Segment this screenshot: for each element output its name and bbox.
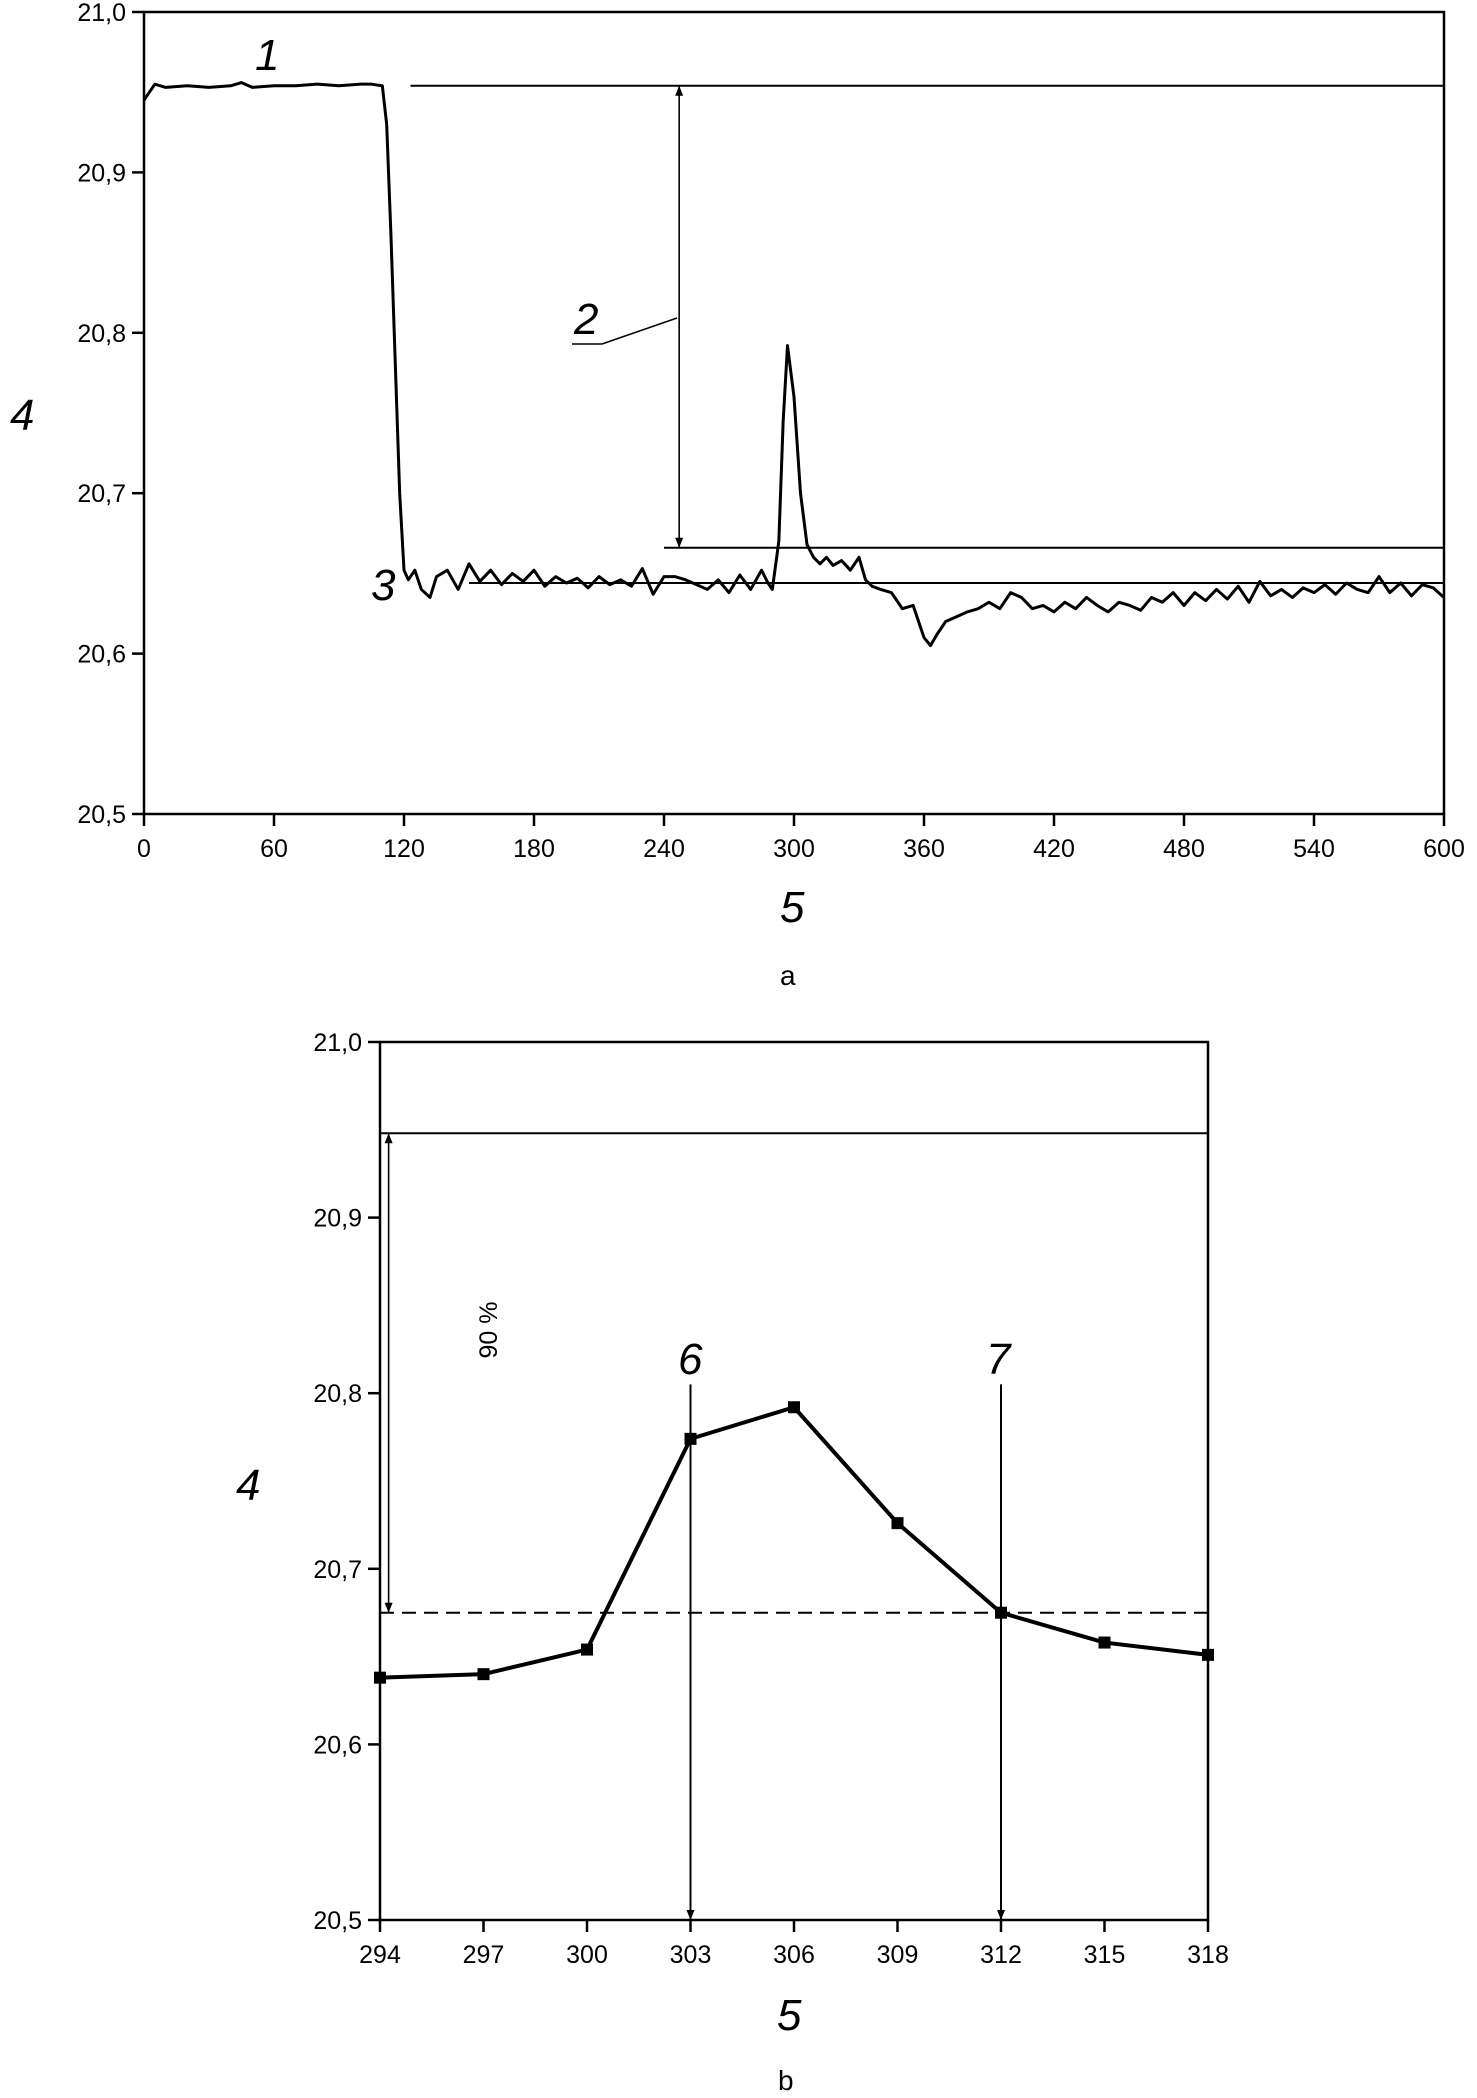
panel-a-x-tick-label: 240 — [643, 835, 685, 863]
panel-a-y-tick-label: 20,6 — [77, 641, 126, 669]
panel-b-x-tick-label: 300 — [566, 1941, 608, 1969]
panel-b-data-point — [788, 1401, 800, 1414]
panel-b-x-tick-label: 303 — [670, 1941, 712, 1969]
panel-b-arrow-label-6: 6 — [678, 1335, 703, 1384]
panel-b-x-axis-label: 5 — [777, 1991, 802, 2040]
panel-b-data-point — [477, 1668, 490, 1681]
panel-a-y-tick-label: 20,5 — [77, 801, 126, 829]
panel-a-reference-lines — [410, 84, 1444, 585]
panel-b-y-tick-label: 20,9 — [313, 1205, 362, 1233]
panel-a-caption: a — [780, 960, 796, 991]
panel-a-y-axis-label: 4 — [10, 391, 34, 440]
panel-a-x-tick-label: 60 — [260, 835, 288, 863]
panel-a-ticks: 0 60 120 180 240 300 360 420 480 540 600 20,5 20,6 20… — [77, 0, 1465, 863]
panel-b-y-tick-label: 20,7 — [313, 1556, 362, 1584]
panel-b-y-tick-label: 20,6 — [313, 1731, 362, 1759]
panel-b-series-line — [379, 1405, 1209, 1680]
panel-b-frame — [378, 1040, 1210, 1922]
panel-a-x-tick-label: 480 — [1163, 835, 1205, 863]
panel-a-annotation-1: 1 — [255, 31, 279, 80]
panel-a-x-tick-label: 420 — [1033, 835, 1075, 863]
panel-b-data-point — [995, 1606, 1007, 1619]
chart-panel-b: 294 297 300 303 306 309 312 315 318 20,5 20,6 20,7 2… — [236, 1029, 1229, 2096]
panel-b-reference-lines — [380, 1132, 1208, 1614]
panel-a-annotation-2: 2 — [573, 295, 598, 344]
panel-a-x-tick-label: 300 — [773, 835, 815, 863]
panel-a-x-tick-label: 360 — [903, 835, 945, 863]
panel-a-y-tick-label: 20,7 — [77, 480, 126, 508]
panel-b-data-point — [1098, 1636, 1111, 1649]
panel-b-x-tick-label: 315 — [1084, 1941, 1126, 1969]
panel-b-caption: b — [778, 2065, 794, 2096]
panel-a-y-tick-label: 21,0 — [77, 0, 126, 27]
panel-b-y-tick-label: 20,5 — [313, 1907, 362, 1935]
panel-b-arrow-label-7: 7 — [986, 1335, 1012, 1384]
panel-a-x-axis-label: 5 — [780, 883, 805, 932]
panel-a-y-tick-label: 20,9 — [77, 159, 126, 187]
panel-b-data-point — [891, 1517, 904, 1530]
panel-b-markers — [374, 1401, 1214, 1684]
panel-a-x-tick-label: 180 — [513, 835, 555, 863]
panel-b-y-axis-label: 4 — [236, 1461, 260, 1510]
panel-b-ticks: 294 297 300 303 306 309 312 315 318 20,5 20,6 20,7 2… — [313, 1029, 1229, 1969]
panel-b-x-tick-label: 294 — [359, 1941, 401, 1969]
panel-b-data-point — [684, 1432, 697, 1445]
panel-b-data-point — [1202, 1648, 1214, 1661]
panel-b-x-tick-label: 318 — [1187, 1941, 1229, 1969]
panel-a-series-line — [142, 81, 1445, 648]
panel-a-annotation-3: 3 — [371, 561, 396, 610]
panel-b-x-tick-label: 297 — [463, 1941, 505, 1969]
chart-panel-a: 0 60 120 180 240 300 360 420 480 540 600 20,5 20,6 20… — [10, 0, 1465, 991]
panel-a-x-tick-label: 120 — [383, 835, 425, 863]
panel-a-x-tick-label: 0 — [137, 835, 151, 863]
panel-b-x-tick-label: 312 — [980, 1941, 1022, 1969]
panel-a-x-tick-label: 540 — [1293, 835, 1335, 863]
panel-b-vertical-arrows — [686, 1384, 1005, 1920]
panel-b-x-tick-label: 309 — [877, 1941, 919, 1969]
panel-b-y-tick-label: 21,0 — [313, 1029, 362, 1057]
panel-b-y-tick-label: 20,8 — [313, 1380, 362, 1408]
panel-b-data-point — [374, 1671, 386, 1684]
panel-a-annotation-2-leader — [601, 317, 678, 345]
panel-b-data-point — [581, 1643, 593, 1656]
panel-a-x-tick-label: 600 — [1423, 835, 1465, 863]
panel-a-y-tick-label: 20,8 — [77, 320, 126, 348]
panel-b-span-label: 90 % — [475, 1302, 503, 1359]
panel-b-x-tick-label: 306 — [773, 1941, 815, 1969]
